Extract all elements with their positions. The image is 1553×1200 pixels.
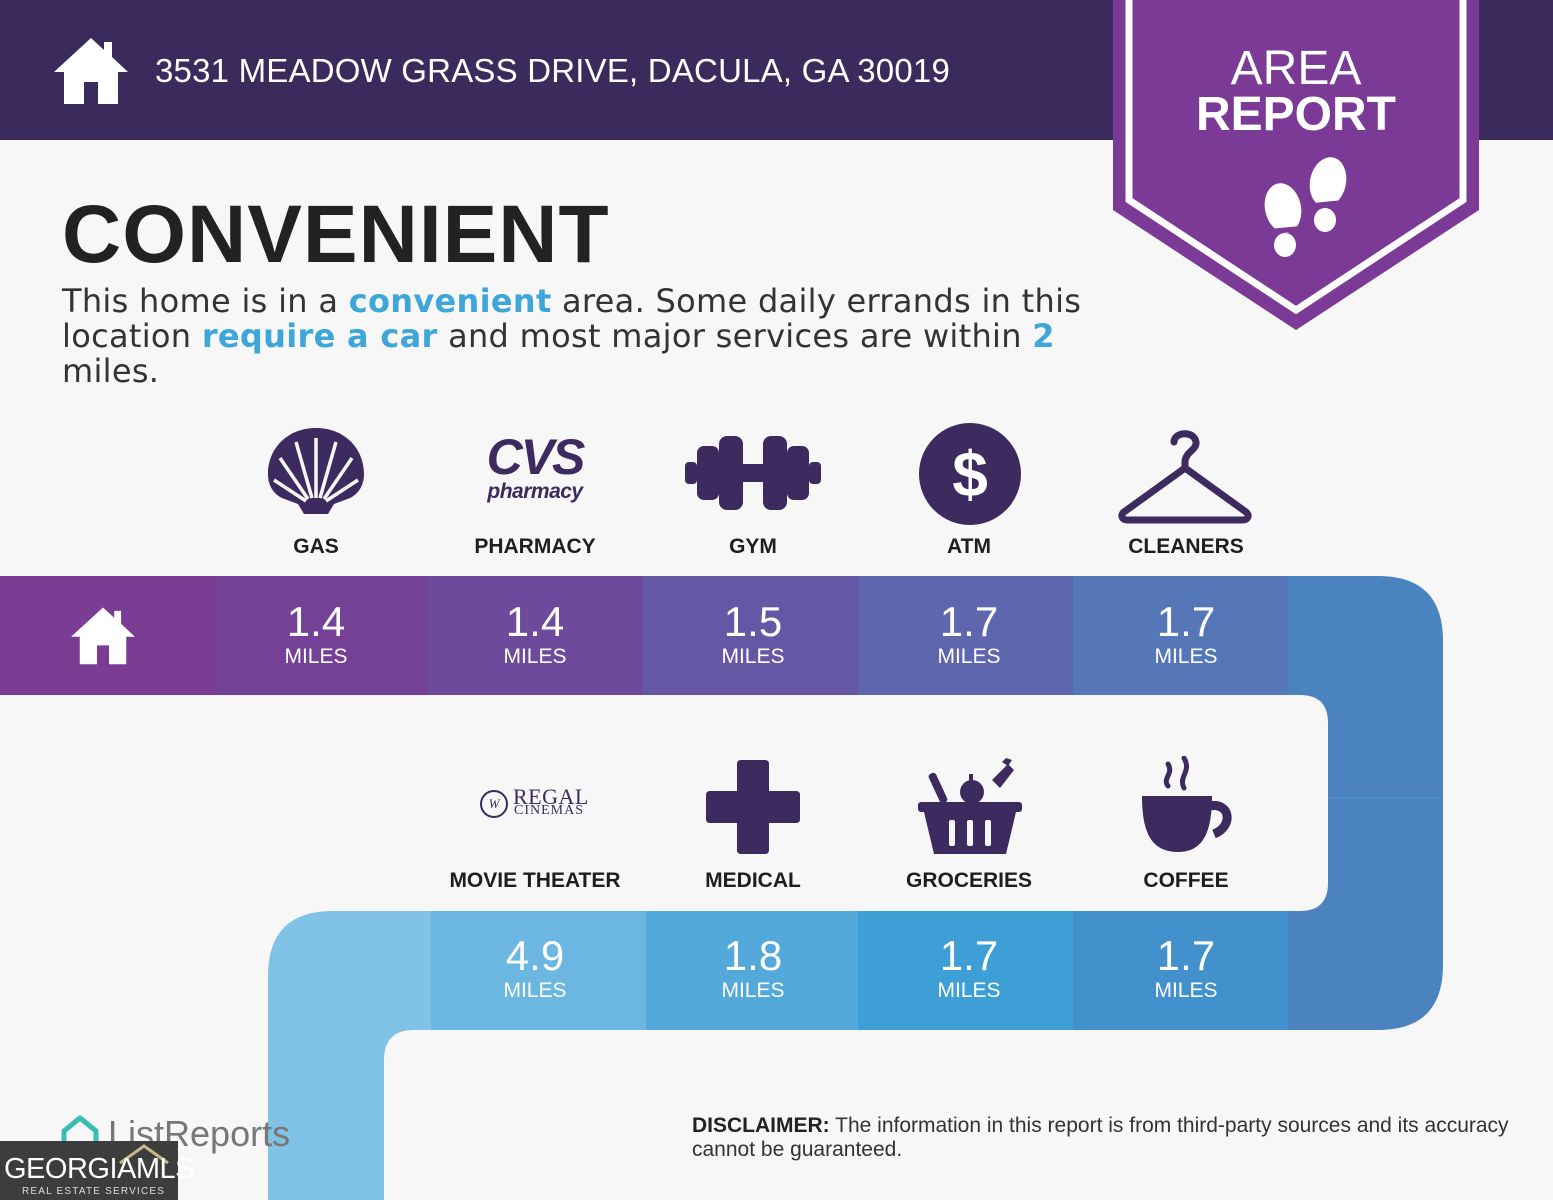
badge-line-report: REPORT	[1195, 88, 1396, 141]
medical-cross-icon	[706, 760, 800, 854]
mls-name: GEORGIAMLS	[4, 1153, 195, 1185]
footprints-icon	[1264, 157, 1347, 257]
category-label-gym: GYM	[729, 535, 777, 558]
distance-value: 1.4	[286, 598, 346, 645]
summary-part: This home is in a	[62, 282, 349, 320]
path-segment	[428, 576, 643, 695]
summary-part: and most major services are within	[437, 317, 1033, 355]
path-segment	[214, 576, 428, 695]
distance-gas: 1.4 MILES	[209, 600, 423, 670]
distance-unit: MILES	[721, 645, 785, 668]
cvs-pharmacy-logo: CVS pharmacy	[470, 432, 600, 502]
category-label-atm: ATM	[947, 535, 991, 558]
path-segment	[1073, 911, 1288, 1030]
distance-movie-theater: 4.9 MILES	[428, 934, 642, 1004]
cinemas-logo-text: CINEMAS	[514, 803, 585, 818]
distance-gym: 1.5 MILES	[646, 600, 860, 670]
distance-unit: MILES	[721, 979, 785, 1002]
cvs-logo-text: CVS	[486, 429, 586, 485]
distance-value: 1.7	[1156, 598, 1216, 645]
summary-text: This home is in a convenient area. Some …	[62, 284, 1112, 389]
path-segment	[431, 911, 646, 1030]
distance-unit: MILES	[503, 645, 567, 668]
path-segment	[1328, 797, 1443, 799]
category-label-pharmacy: PHARMACY	[474, 535, 596, 558]
path-segment	[858, 911, 1073, 1030]
path-segment	[1073, 576, 1288, 695]
distance-value: 1.7	[1156, 932, 1216, 979]
disclaimer-text: DISCLAIMER: The information in this repo…	[692, 1114, 1522, 1162]
regal-logo-text: REGAL	[513, 784, 589, 809]
category-label-cleaners: CLEANERS	[1128, 535, 1244, 558]
category-label-gas: GAS	[293, 535, 339, 558]
mls-subtitle: REAL ESTATE SERVICES	[22, 1186, 166, 1197]
category-label-movie-theater: MOVIE THEATER	[449, 869, 621, 892]
area-report-badge	[1113, 0, 1479, 330]
grocery-basket-icon	[918, 758, 1022, 854]
distance-groceries: 1.7 MILES	[862, 934, 1076, 1004]
distance-value: 1.4	[505, 598, 565, 645]
category-label-groceries: GROCERIES	[905, 869, 1033, 892]
regal-emblem-icon: W	[480, 790, 508, 818]
dumbbell-icon	[685, 436, 821, 510]
badge-line-area: AREA	[1230, 42, 1362, 95]
area-report-title: AREA REPORT	[1113, 42, 1479, 141]
summary-highlight: require a car	[201, 317, 438, 355]
distance-unit: MILES	[1154, 979, 1218, 1002]
path-segment	[858, 576, 1073, 695]
distance-unit: MILES	[1154, 645, 1218, 668]
distance-atm: 1.7 MILES	[862, 600, 1076, 670]
hanger-icon	[1118, 430, 1252, 524]
distance-value: 1.8	[723, 932, 783, 979]
distance-coffee: 1.7 MILES	[1079, 934, 1293, 1004]
category-label-coffee: COFFEE	[1143, 869, 1229, 892]
path-curve-right	[1288, 576, 1443, 1030]
home-icon	[54, 38, 128, 104]
regal-cinemas-logo: W REGAL CINEMAS	[480, 786, 600, 820]
category-label-medical: MEDICAL	[705, 869, 801, 892]
disclaimer-body: The information in this report is from t…	[692, 1114, 1509, 1161]
shell-icon	[268, 428, 364, 514]
distance-unit: MILES	[503, 979, 567, 1002]
distance-unit: MILES	[937, 645, 1001, 668]
path-segment	[643, 576, 858, 695]
coffee-cup-icon	[1142, 756, 1232, 852]
home-start-icon	[71, 607, 135, 665]
distance-value: 4.9	[505, 932, 565, 979]
distance-value: 1.7	[939, 598, 999, 645]
distance-pharmacy: 1.4 MILES	[428, 600, 642, 670]
distance-value: 1.7	[939, 932, 999, 979]
mls-roof-icon	[119, 1144, 169, 1165]
distance-medical: 1.8 MILES	[646, 934, 860, 1004]
summary-part: area. Some daily errands in this locatio…	[62, 282, 1082, 355]
distance-cleaners: 1.7 MILES	[1079, 600, 1293, 670]
distance-unit: MILES	[937, 979, 1001, 1002]
distance-value: 1.5	[723, 598, 783, 645]
property-address: 3531 MEADOW GRASS DRIVE, DACULA, GA 3001…	[155, 52, 950, 89]
disclaimer-label: DISCLAIMER:	[692, 1114, 830, 1137]
path-curve-left	[268, 911, 431, 1200]
distance-unit: MILES	[284, 645, 348, 668]
page-title: CONVENIENT	[62, 189, 610, 280]
pharmacy-logo-text: pharmacy	[487, 480, 583, 503]
summary-part: miles.	[62, 352, 160, 390]
path-segment	[646, 911, 858, 1030]
summary-highlight: convenient	[348, 282, 552, 320]
dollar-icon: $	[919, 423, 1021, 525]
summary-highlight: 2	[1032, 317, 1055, 355]
